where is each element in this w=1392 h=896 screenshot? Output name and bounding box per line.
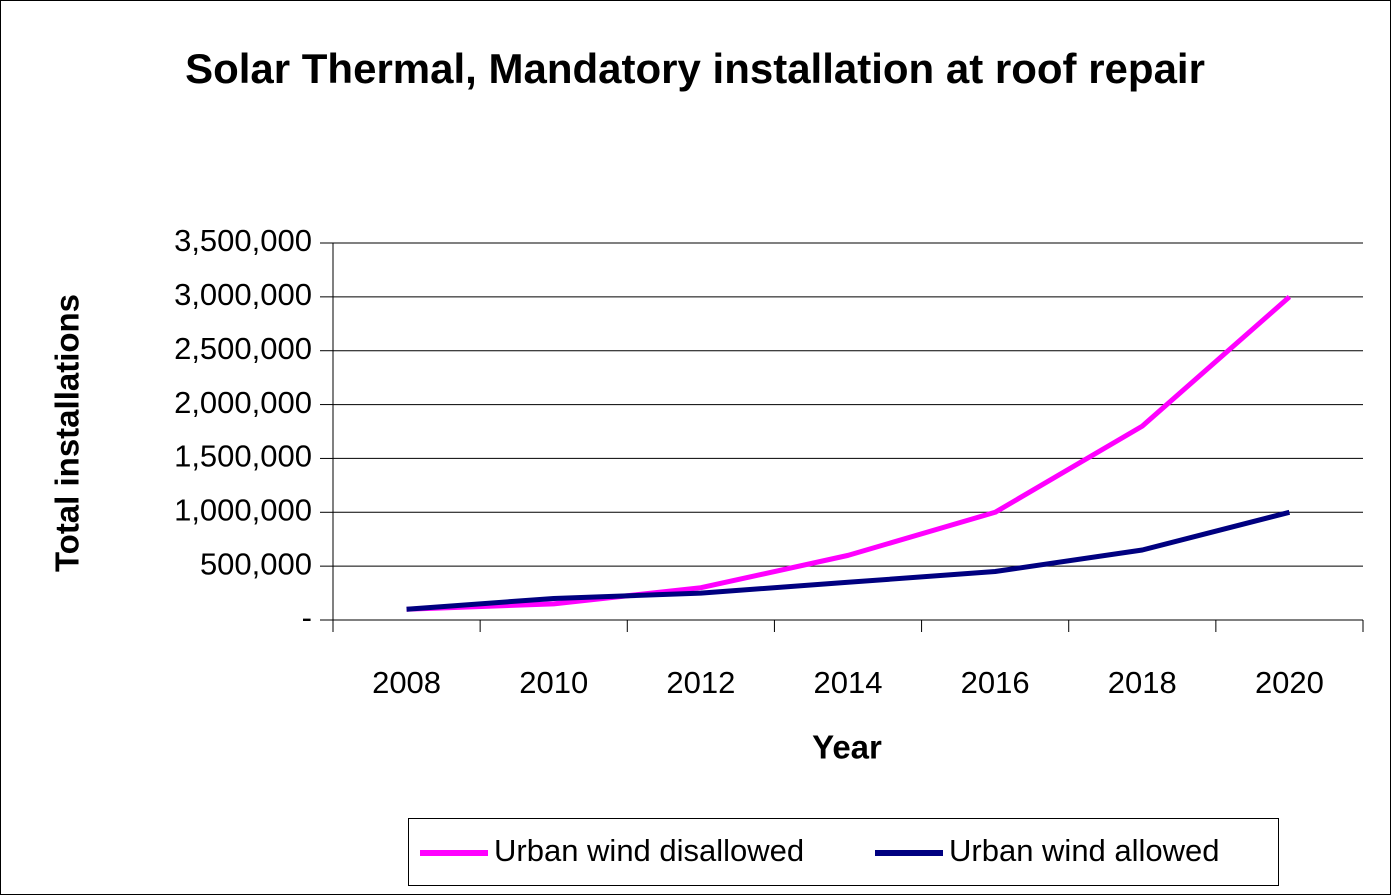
legend-label: Urban wind disallowed <box>494 833 804 868</box>
x-tick-label: 2008 <box>372 665 441 700</box>
x-tick-label: 2016 <box>961 665 1030 700</box>
legend-label: Urban wind allowed <box>949 833 1220 868</box>
y-tick-label: 2,500,000 <box>174 331 312 366</box>
x-axis-label: Year <box>812 729 882 766</box>
y-tick-label: 3,500,000 <box>174 223 312 258</box>
legend-box <box>408 818 1279 886</box>
x-tick-label: 2018 <box>1108 665 1177 700</box>
x-tick-label: 2020 <box>1255 665 1324 700</box>
y-tick-label: - <box>302 600 312 635</box>
y-axis-label: Total installations <box>49 294 86 572</box>
x-tick-label: 2012 <box>666 665 735 700</box>
y-tick-label: 2,000,000 <box>174 385 312 420</box>
y-tick-label: 1,000,000 <box>174 492 312 527</box>
data-line <box>406 294 1292 612</box>
y-tick-label: 3,000,000 <box>174 277 312 312</box>
x-tick-label: 2010 <box>519 665 588 700</box>
y-tick-label: 1,500,000 <box>174 439 312 474</box>
x-tick-label: 2014 <box>814 665 883 700</box>
data-line <box>406 509 1291 612</box>
y-tick-label: 500,000 <box>200 546 312 581</box>
chart-title: Solar Thermal, Mandatory installation at… <box>185 45 1205 92</box>
